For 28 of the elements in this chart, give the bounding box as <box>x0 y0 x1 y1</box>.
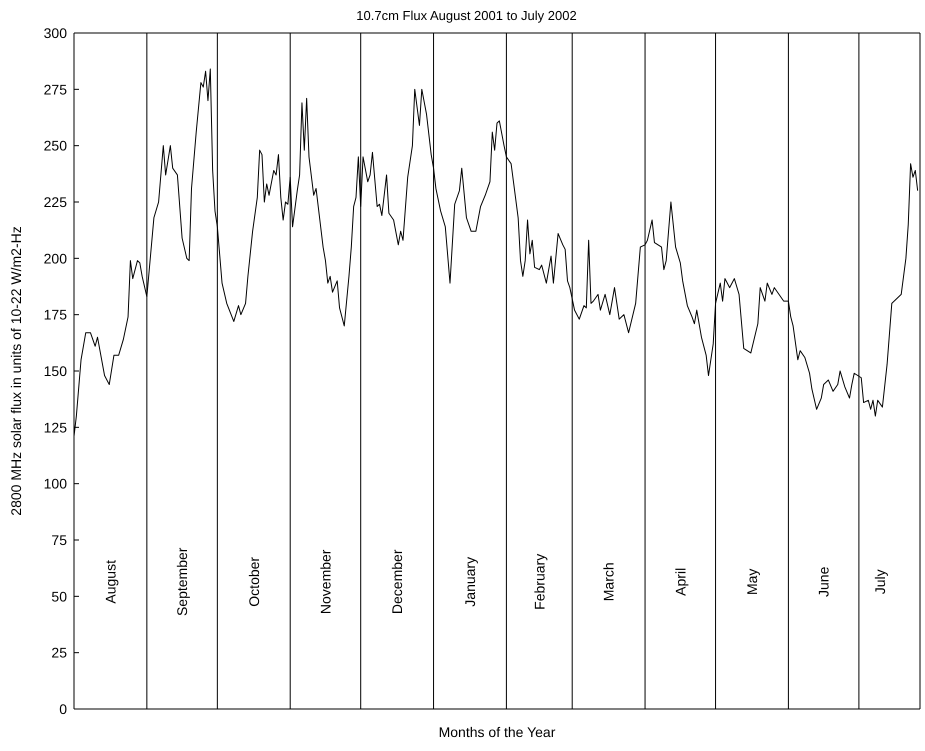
x-tick-label: January <box>462 556 478 607</box>
x-tick-label: March <box>600 562 617 602</box>
x-tick-label: April <box>672 568 688 596</box>
y-tick-label: 25 <box>51 644 68 661</box>
y-tick-label: 125 <box>44 419 68 436</box>
chart-title: 10.7cm Flux August 2001 to July 2002 <box>355 8 578 24</box>
x-tick-label: May <box>744 568 760 596</box>
y-tick-label: 300 <box>44 24 68 41</box>
y-tick-label: 150 <box>44 362 68 379</box>
y-tick-label: 50 <box>51 588 68 604</box>
x-tick-label: December <box>389 549 406 614</box>
x-tick-label: August <box>102 560 118 604</box>
x-tick-label: July <box>872 569 888 594</box>
y-tick-label: 0 <box>59 700 68 717</box>
y-tick-label: 225 <box>44 194 68 210</box>
x-tick-label: November <box>317 549 334 614</box>
y-tick-label: 75 <box>51 532 68 548</box>
x-tick-label: June <box>816 566 832 597</box>
y-tick-label: 275 <box>44 81 68 98</box>
x-tick-label: October <box>246 556 262 607</box>
y-tick-label: 100 <box>44 476 68 492</box>
y-axis-title: 2800 MHz solar flux in units of 10-22 W/m2-Hz <box>8 226 24 516</box>
x-tick-label: February <box>531 554 548 610</box>
x-tick-label: September <box>174 547 190 616</box>
y-tick-label: 250 <box>44 138 68 154</box>
x-axis-title: Months of the Year <box>438 724 556 740</box>
y-tick-label: 200 <box>44 250 68 266</box>
y-tick-label: 175 <box>44 306 68 323</box>
